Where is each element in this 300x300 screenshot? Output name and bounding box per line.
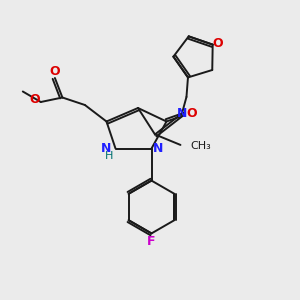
Text: N: N: [177, 107, 187, 120]
Text: CH₃: CH₃: [190, 140, 211, 151]
Text: O: O: [49, 65, 60, 79]
Text: N: N: [153, 142, 163, 155]
Text: O: O: [213, 37, 224, 50]
Text: F: F: [147, 235, 156, 248]
Text: O: O: [29, 93, 40, 106]
Text: N: N: [101, 142, 112, 155]
Text: H: H: [105, 151, 113, 161]
Text: O: O: [186, 107, 197, 120]
